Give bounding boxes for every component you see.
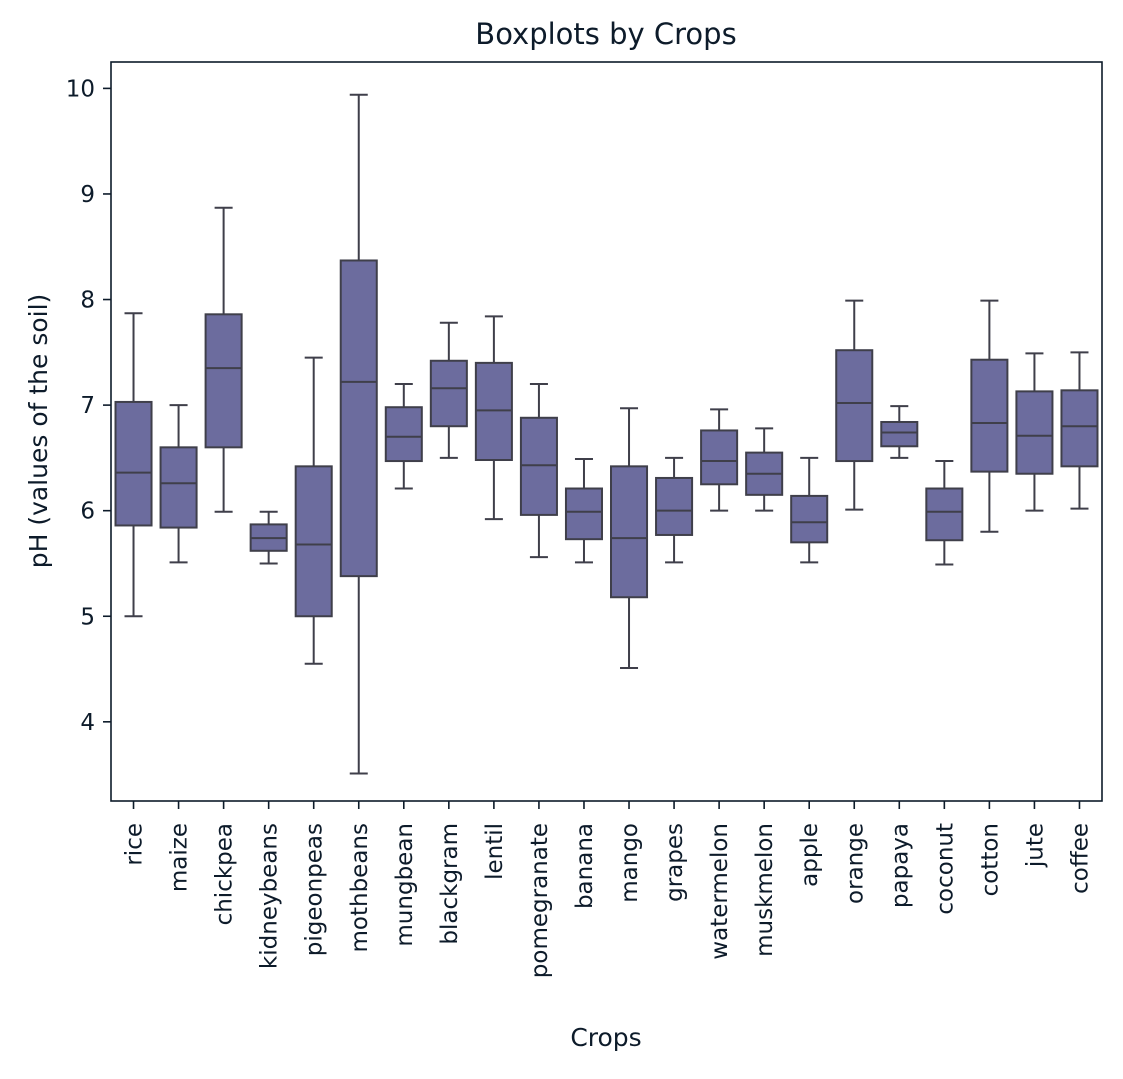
iqr-box bbox=[204, 313, 243, 449]
x-tick-label: coconut bbox=[932, 823, 958, 915]
iqr-box bbox=[925, 487, 964, 542]
box-group-banana bbox=[564, 457, 603, 564]
x-tick-label: papaya bbox=[887, 823, 913, 908]
x-tick-label: lentil bbox=[482, 823, 508, 880]
x-tick-label: cotton bbox=[977, 823, 1003, 896]
iqr-box bbox=[835, 349, 874, 463]
iqr-box bbox=[880, 420, 919, 448]
box-group-jute bbox=[1015, 352, 1054, 512]
x-tick-label: rice bbox=[122, 823, 148, 866]
box-group-kidneybeans bbox=[249, 510, 288, 565]
iqr-box bbox=[159, 446, 198, 529]
box-group-rice bbox=[114, 312, 153, 618]
box-group-blackgram bbox=[429, 321, 468, 459]
x-tick-label: maize bbox=[167, 823, 193, 892]
box-group-watermelon bbox=[700, 408, 739, 512]
x-tick-label: kidneybeans bbox=[257, 823, 283, 969]
iqr-box bbox=[700, 429, 739, 486]
iqr-box bbox=[474, 361, 513, 462]
x-tick-label: muskmelon bbox=[752, 823, 778, 957]
iqr-box bbox=[655, 476, 694, 536]
box-group-cotton bbox=[970, 299, 1009, 533]
box-group-chickpea bbox=[204, 206, 243, 513]
x-tick-label: pomegranate bbox=[527, 823, 553, 978]
box-group-mungbean bbox=[384, 382, 423, 490]
x-tick-label: blackgram bbox=[437, 823, 463, 945]
x-tick-label: chickpea bbox=[212, 823, 238, 925]
iqr-box bbox=[790, 494, 829, 544]
box-group-coffee bbox=[1060, 351, 1099, 510]
x-tick-label: orange bbox=[842, 823, 868, 904]
box-group-lentil bbox=[474, 315, 513, 521]
iqr-box bbox=[339, 259, 378, 578]
box-group-apple bbox=[790, 456, 829, 564]
y-axis: 4 5 6 7 8 9 10 bbox=[66, 76, 111, 736]
box-group-muskmelon bbox=[745, 427, 784, 512]
iqr-box bbox=[970, 358, 1009, 473]
y-tick-label: 5 bbox=[80, 604, 95, 630]
plot-marks bbox=[114, 93, 1099, 775]
y-tick-label: 6 bbox=[80, 499, 95, 525]
plot-frame bbox=[110, 61, 1103, 802]
box-group-maize bbox=[159, 404, 198, 564]
y-axis-label: pH (values of the soil) bbox=[24, 294, 53, 569]
iqr-box bbox=[384, 406, 423, 463]
x-tick-label: banana bbox=[572, 823, 598, 909]
x-tick-label: apple bbox=[797, 823, 823, 887]
x-axis: rice maize chickpea kidneybeans pigeonpeas mo… bbox=[122, 801, 1093, 978]
y-tick-label: 9 bbox=[80, 182, 95, 208]
x-tick-label: mungbean bbox=[392, 823, 418, 947]
iqr-box bbox=[610, 465, 649, 599]
x-axis-label: Crops bbox=[570, 1023, 641, 1052]
iqr-box bbox=[564, 487, 603, 541]
x-tick-label: jute bbox=[1022, 823, 1048, 868]
y-tick-label: 8 bbox=[80, 288, 95, 314]
y-tick-label: 10 bbox=[66, 76, 95, 102]
iqr-box bbox=[429, 359, 468, 428]
iqr-box bbox=[1060, 389, 1099, 468]
iqr-box bbox=[1015, 390, 1054, 475]
x-tick-label: grapes bbox=[662, 823, 688, 902]
x-tick-label: mothbeans bbox=[347, 823, 373, 952]
chart-title: Boxplots by Crops bbox=[475, 17, 736, 51]
y-tick-label: 7 bbox=[80, 393, 95, 419]
y-tick-label: 4 bbox=[80, 710, 95, 736]
x-tick-label: coffee bbox=[1067, 823, 1093, 894]
iqr-box bbox=[519, 416, 558, 516]
box-group-pigeonpeas bbox=[294, 356, 333, 665]
x-tick-label: watermelon bbox=[707, 823, 733, 960]
iqr-box bbox=[114, 400, 153, 527]
box-group-coconut bbox=[925, 460, 964, 566]
x-tick-label: mango bbox=[617, 823, 643, 903]
iqr-box bbox=[294, 465, 333, 618]
x-tick-label: pigeonpeas bbox=[302, 823, 328, 956]
box-group-orange bbox=[835, 299, 874, 511]
box-group-papaya bbox=[880, 405, 919, 459]
box-group-pomegranate bbox=[519, 382, 558, 559]
box-group-mothbeans bbox=[339, 93, 378, 775]
box-group-grapes bbox=[655, 456, 694, 564]
box-group-mango bbox=[610, 407, 649, 669]
